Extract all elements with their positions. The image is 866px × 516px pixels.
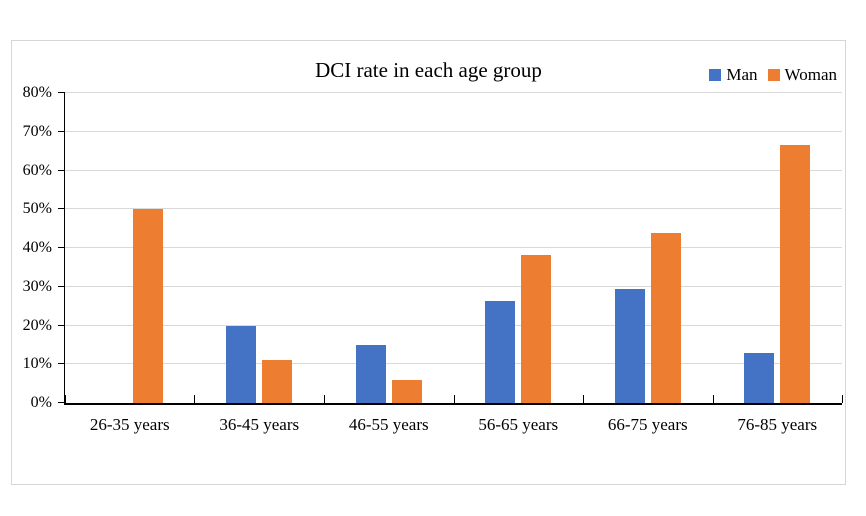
x-axis-tick-3 [453,395,455,403]
bar-woman-46-55-years [391,379,422,403]
bar-group-36-45-years [194,93,323,403]
bar-group-76-85-years [713,93,842,403]
y-axis-label-10: 10% [22,355,52,373]
chart-title: DCI rate in each age group [315,58,542,82]
y-axis-tick-80 [58,92,65,93]
gridline-20 [65,324,842,326]
y-axis-label-60: 60% [22,161,52,179]
gridline-70 [65,130,842,132]
gridline-10 [65,363,842,365]
x-axis-label-56-65-years: 56-65 years [478,415,559,434]
y-axis-label-40: 40% [22,239,52,256]
x-axis-label-66-75-years: 66-75 years [607,415,688,434]
y-axis-tick-40 [58,247,65,248]
bar-group-46-55-years [324,93,453,403]
legend-label-woman: Woman [784,65,837,84]
gridline-30 [65,285,842,287]
chart-legend: Man Woman [709,65,837,85]
x-axis-label-46-55-years: 46-55 years [348,415,429,434]
x-axis-label-76-85-years: 76-85 years [737,415,818,434]
bar-woman-36-45-years [262,360,293,403]
x-axis-tick-4 [582,395,584,403]
bar-man-46-55-years [355,344,386,403]
legend-label-man: Man [726,65,758,84]
y-axis-tick-30 [58,285,65,287]
bar-group-66-75-years [583,93,712,403]
legend-swatch-woman [767,69,780,81]
plot-area: 0% 10% 20% 30% 40% 50% 60% 70% 80% 26-35 years 36-… [23,85,843,434]
y-axis-tick-10 [58,363,65,365]
gridline-50 [65,208,842,210]
gridline-40 [65,247,842,248]
bar-group-56-65-years [454,93,583,403]
y-axis-label-50: 50% [22,200,52,218]
bar-man-56-65-years [485,301,516,403]
y-axis-label-80: 80% [22,84,52,101]
y-axis-label-0: 0% [30,394,52,411]
y-axis-label-20: 20% [22,316,52,334]
y-axis-label-70: 70% [22,122,52,140]
bar-woman-26-35-years [132,209,163,403]
x-axis-label-26-35-years: 26-35 years [89,415,170,434]
x-axis-label-36-45-years: 36-45 years [219,415,300,434]
legend-item-man: Man [709,65,758,85]
gridline-80 [65,92,842,93]
x-axis-tick-2 [323,395,325,403]
bar-woman-56-65-years [521,254,552,403]
legend-item-woman: Woman [767,65,837,85]
bar-woman-76-85-years [780,144,811,403]
y-axis-tick-20 [58,324,65,326]
bar-group-26-35-years [65,93,194,403]
x-axis-tick-0 [65,395,66,403]
y-axis-tick-60 [58,169,65,171]
x-axis-tick-5 [712,395,714,403]
legend-swatch-man [709,69,722,81]
y-axis-tick-70 [58,130,65,132]
y-axis-tick-50 [58,208,65,210]
bar-man-36-45-years [226,325,257,403]
chart-container: DCI rate in each age group Man Woman 0% 10… [11,40,846,485]
y-axis-tick-0 [58,402,65,403]
bar-man-66-75-years [614,289,645,403]
gridline-60 [65,169,842,171]
y-axis-label-30: 30% [22,277,52,295]
x-axis-tick-6 [842,395,843,403]
bar-man-76-85-years [744,352,775,403]
bar-woman-66-75-years [650,232,681,403]
x-axis-tick-1 [194,395,196,403]
